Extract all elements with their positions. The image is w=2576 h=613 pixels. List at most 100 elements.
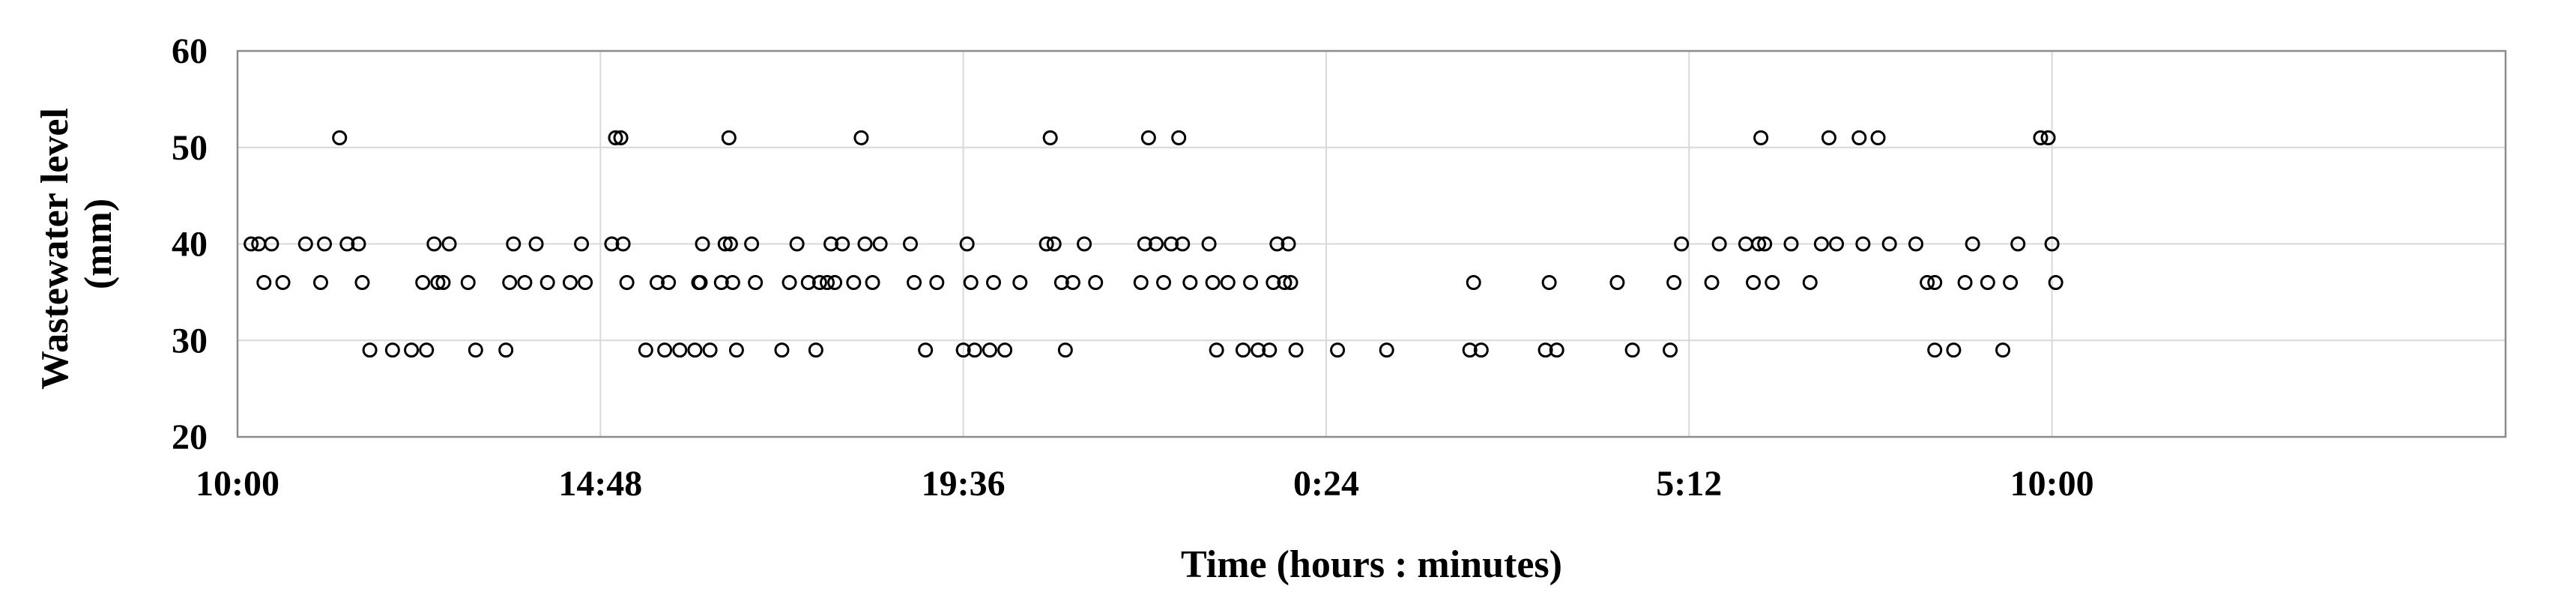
data-point xyxy=(713,275,729,290)
data-point xyxy=(1205,275,1221,290)
data-point xyxy=(1829,236,1845,252)
data-point xyxy=(1182,275,1198,290)
x-tick-label: 0:24 xyxy=(1293,464,1359,504)
data-point xyxy=(649,275,665,290)
data-point xyxy=(1288,342,1304,358)
data-point xyxy=(354,275,370,290)
data-point xyxy=(1133,275,1149,290)
data-point xyxy=(619,275,635,290)
y-axis-title-line-1: Wastewater level xyxy=(34,108,76,390)
data-point xyxy=(604,236,620,252)
data-point xyxy=(1821,130,1836,145)
data-point xyxy=(1711,236,1727,252)
data-point xyxy=(1881,236,1897,252)
data-point xyxy=(317,236,333,252)
data-point xyxy=(1538,342,1553,358)
data-point xyxy=(1277,275,1292,290)
data-point xyxy=(692,275,708,290)
data-point xyxy=(1281,236,1296,252)
data-point xyxy=(748,275,764,290)
data-point xyxy=(903,236,919,252)
data-points xyxy=(244,130,2063,358)
data-point xyxy=(1965,236,1980,252)
data-point xyxy=(853,130,869,145)
data-point xyxy=(1209,342,1224,358)
data-point xyxy=(1053,275,1069,290)
data-point xyxy=(1666,275,1682,290)
data-point xyxy=(1171,130,1187,145)
data-point xyxy=(1851,130,1867,145)
data-point xyxy=(256,275,272,290)
y-axis-title-line-2: (mm) xyxy=(77,199,120,289)
data-point xyxy=(2044,236,2060,252)
data-point xyxy=(687,342,703,358)
y-axis-tick-labels: 20 30 40 50 60 xyxy=(172,31,208,457)
data-point xyxy=(1920,275,1935,290)
data-point xyxy=(1946,342,1962,358)
gridlines xyxy=(237,50,2506,438)
data-point xyxy=(1148,236,1164,252)
data-point xyxy=(717,236,733,252)
data-point xyxy=(528,236,544,252)
data-point xyxy=(1624,342,1640,358)
data-point xyxy=(275,275,291,290)
data-point xyxy=(2003,275,2019,290)
data-point xyxy=(426,236,442,252)
data-point xyxy=(2048,275,2063,290)
y-tick-label: 20 xyxy=(172,417,208,457)
data-point xyxy=(1753,130,1769,145)
x-tick-label: 10:00 xyxy=(196,464,279,504)
data-point xyxy=(339,236,355,252)
data-point xyxy=(2010,236,2026,252)
data-point xyxy=(744,236,760,252)
data-point xyxy=(722,236,738,252)
data-point xyxy=(441,236,457,252)
data-point xyxy=(1927,275,1943,290)
x-tick-label: 19:36 xyxy=(922,464,1006,504)
data-point xyxy=(959,236,975,252)
y-tick-label: 40 xyxy=(172,225,208,265)
data-point xyxy=(1802,275,1818,290)
data-point xyxy=(419,342,435,358)
data-point xyxy=(1235,342,1251,358)
data-point xyxy=(1140,130,1156,145)
data-point xyxy=(351,236,366,252)
data-point xyxy=(1674,236,1690,252)
data-point xyxy=(2040,130,2056,145)
data-point xyxy=(1704,275,1720,290)
data-point xyxy=(1164,236,1179,252)
data-point xyxy=(1462,342,1478,358)
data-point xyxy=(362,342,378,358)
data-point xyxy=(1549,342,1564,358)
data-point xyxy=(502,275,518,290)
data-point xyxy=(1220,275,1236,290)
data-point xyxy=(728,342,744,358)
data-point xyxy=(774,342,790,358)
data-point xyxy=(578,275,593,290)
data-point xyxy=(1541,275,1557,290)
data-point xyxy=(1813,236,1829,252)
data-point xyxy=(657,342,673,358)
data-point xyxy=(1751,236,1767,252)
y-tick-label: 30 xyxy=(172,321,208,360)
plot-area-frame xyxy=(236,49,2507,438)
data-point xyxy=(1609,275,1625,290)
data-point xyxy=(1156,275,1172,290)
data-point xyxy=(1466,275,1481,290)
data-point xyxy=(827,275,843,290)
data-point xyxy=(1757,236,1773,252)
data-point xyxy=(1269,236,1285,252)
data-point xyxy=(430,275,446,290)
data-point xyxy=(967,342,982,358)
data-point xyxy=(725,275,740,290)
data-point xyxy=(539,275,555,290)
data-point xyxy=(982,342,997,358)
x-axis-title: Time (hours : minutes) xyxy=(1181,543,1562,586)
data-point xyxy=(702,342,718,358)
data-point xyxy=(1046,236,1062,252)
data-point xyxy=(608,130,623,145)
data-point xyxy=(823,236,839,252)
data-point xyxy=(865,275,880,290)
data-point xyxy=(460,275,476,290)
